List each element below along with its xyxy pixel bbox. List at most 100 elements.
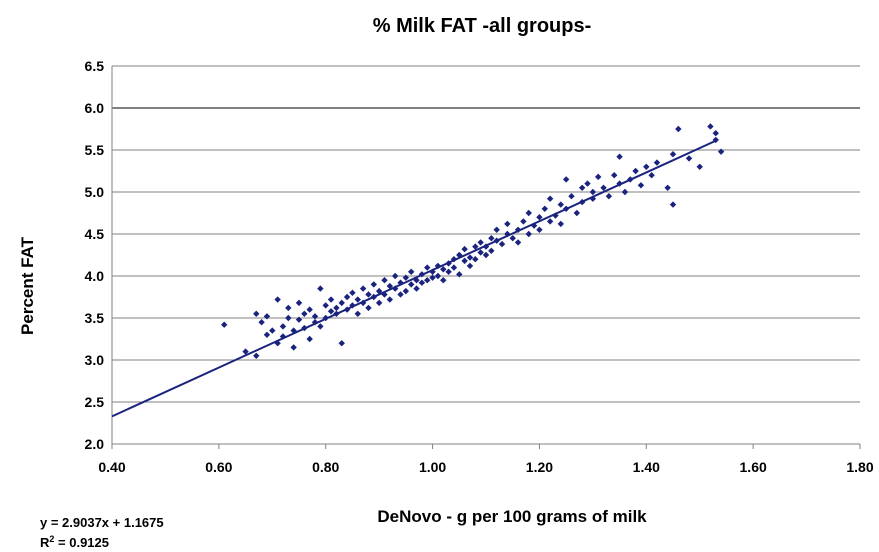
data-point [477, 239, 484, 246]
x-tick-label: 0.40 [98, 459, 125, 475]
data-point [408, 268, 415, 275]
data-point [440, 266, 447, 273]
data-point [669, 201, 677, 208]
data-point [717, 148, 725, 155]
data-point [584, 180, 591, 187]
data-point [269, 327, 276, 334]
x-tick-label: 1.60 [740, 459, 767, 475]
y-tick-label: 5.0 [85, 184, 105, 200]
data-point [461, 257, 468, 265]
x-tick-label: 1.20 [526, 459, 553, 475]
x-tick-label: 1.00 [419, 459, 446, 475]
y-axis-label: Percent FAT [18, 236, 37, 335]
data-point [450, 264, 458, 271]
data-point [600, 184, 607, 191]
data-point [562, 176, 570, 183]
data-point [611, 172, 618, 179]
trendline-equation: y = 2.9037x + 1.1675 [40, 515, 164, 530]
gridlines [112, 65, 860, 403]
data-point [375, 299, 383, 307]
data-point [493, 226, 500, 233]
data-point [589, 188, 597, 196]
x-axis-label: DeNovo - g per 100 grams of milk [377, 507, 647, 526]
data-point [509, 235, 516, 242]
data-point [466, 262, 474, 270]
chart-title: % Milk FAT -all groups- [373, 15, 592, 37]
data-point [221, 321, 228, 328]
y-tick-label: 4.5 [85, 226, 105, 242]
data-point [520, 218, 527, 225]
data-point [669, 151, 677, 158]
data-point [338, 340, 345, 347]
data-point [466, 254, 474, 261]
data-point [354, 310, 361, 317]
data-point [685, 155, 693, 162]
data-point [514, 239, 522, 246]
data-point [359, 285, 367, 292]
data-point [578, 184, 586, 191]
r-squared-label: R2 = 0.9125 [40, 534, 109, 550]
data-point [306, 335, 313, 343]
data-point [632, 167, 639, 175]
data-point [322, 302, 329, 309]
data-point [408, 281, 415, 288]
data-point [338, 299, 345, 307]
data-point [424, 264, 431, 271]
data-point [488, 235, 495, 242]
y-tick-label: 3.0 [85, 352, 105, 368]
data-points [221, 123, 725, 359]
data-point [504, 220, 511, 228]
y-tick-label: 2.5 [85, 394, 105, 410]
data-point [311, 313, 319, 320]
data-point [498, 240, 506, 248]
data-point [285, 314, 292, 322]
data-point [434, 272, 442, 280]
data-point [402, 287, 410, 295]
y-tick-labels: 2.0 2.5 3.0 3.5 4.0 4.5 5.0 5.5 6.0 6.5 [85, 58, 105, 452]
data-point [365, 291, 372, 298]
data-point [349, 289, 356, 296]
data-point [546, 218, 554, 225]
data-point [456, 271, 463, 278]
data-point [541, 205, 548, 212]
data-point [621, 188, 629, 196]
data-point [279, 323, 287, 330]
data-point [429, 274, 436, 281]
data-point [637, 182, 645, 189]
data-point [301, 310, 308, 317]
data-point [381, 277, 388, 284]
y-tick-label: 4.0 [85, 268, 105, 284]
data-point [589, 195, 597, 202]
r-squared-superscript: 2 [49, 534, 54, 544]
data-point [317, 323, 324, 330]
data-point [386, 282, 394, 290]
data-point [413, 285, 420, 292]
x-tick-label: 0.80 [312, 459, 339, 475]
data-point [445, 268, 452, 275]
data-point [595, 173, 602, 181]
data-point [712, 130, 719, 137]
data-point [653, 159, 661, 166]
data-point [391, 272, 399, 280]
data-point [707, 123, 714, 130]
data-point [343, 293, 351, 301]
trendline [111, 139, 717, 418]
data-point [327, 296, 335, 303]
data-point [504, 230, 511, 238]
r-squared-value: = 0.9125 [54, 535, 109, 550]
data-point [546, 195, 554, 202]
data-point [605, 193, 613, 200]
data-point [616, 153, 623, 160]
data-point [354, 296, 361, 303]
y-tick-label: 2.0 [85, 436, 105, 452]
y-tick-label: 3.5 [85, 310, 105, 326]
r-squared-prefix: R [40, 535, 50, 550]
data-point [664, 184, 671, 191]
data-point [306, 306, 313, 313]
data-point [675, 125, 682, 133]
data-point [295, 316, 303, 323]
data-point [263, 313, 271, 320]
data-point [557, 220, 564, 228]
data-point [696, 163, 703, 170]
